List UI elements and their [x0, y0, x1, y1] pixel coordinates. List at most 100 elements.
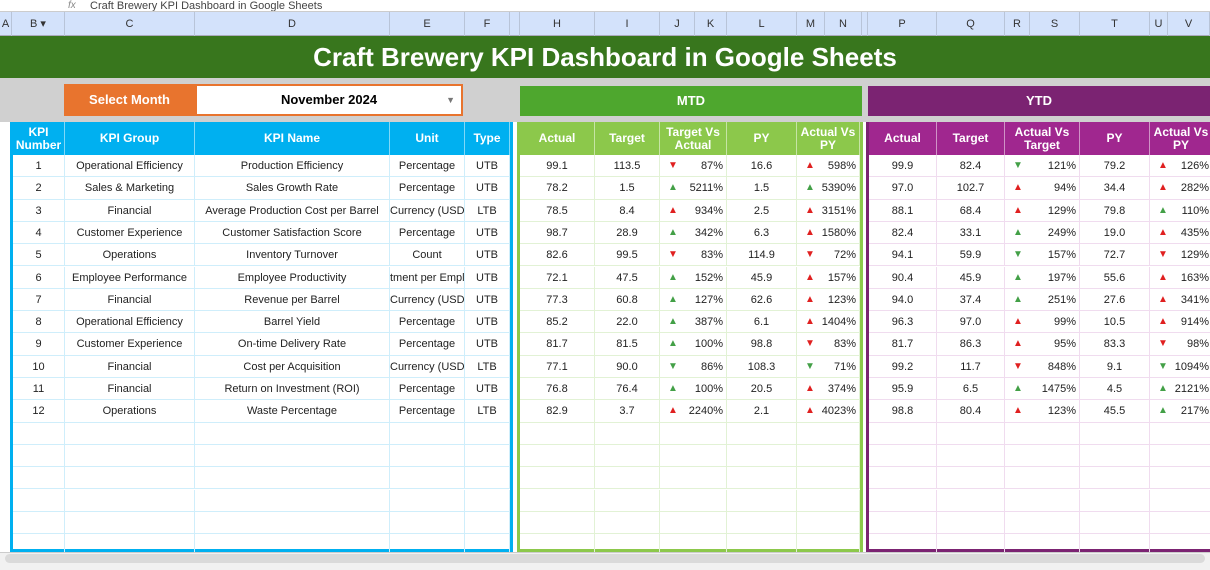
- table-cell[interactable]: UTB: [465, 244, 510, 267]
- table-cell[interactable]: ▼ 72%: [797, 244, 860, 267]
- table-cell[interactable]: ▲ 5211%: [660, 177, 727, 200]
- table-cell[interactable]: 37.4: [937, 288, 1005, 312]
- table-cell[interactable]: Currency (USD): [390, 199, 465, 222]
- empty-cell[interactable]: [390, 444, 465, 468]
- table-cell[interactable]: ▲ 2121%: [1150, 378, 1210, 401]
- empty-cell[interactable]: [869, 444, 937, 468]
- empty-cell[interactable]: [1005, 511, 1080, 535]
- empty-cell[interactable]: [1150, 423, 1210, 445]
- table-cell[interactable]: ▼ 129%: [1150, 244, 1210, 267]
- empty-cell[interactable]: [595, 489, 660, 512]
- table-cell[interactable]: Employee Performance: [65, 266, 195, 289]
- table-cell[interactable]: 94.0: [869, 288, 937, 312]
- table-cell[interactable]: Operations: [65, 400, 195, 423]
- table-cell[interactable]: Percentage: [390, 221, 465, 245]
- table-cell[interactable]: ▲ 152%: [660, 266, 727, 289]
- column-header[interactable]: C: [65, 12, 195, 36]
- empty-cell[interactable]: [195, 422, 390, 445]
- table-cell[interactable]: Waste Percentage: [195, 400, 390, 423]
- scrollbar-thumb[interactable]: [5, 554, 1205, 563]
- table-cell[interactable]: 2.1: [727, 400, 797, 423]
- table-cell[interactable]: 6.1: [727, 311, 797, 334]
- empty-cell[interactable]: [465, 422, 510, 445]
- empty-cell[interactable]: [1080, 444, 1150, 468]
- empty-cell[interactable]: [13, 511, 65, 535]
- table-cell[interactable]: 19.0: [1080, 221, 1150, 245]
- empty-cell[interactable]: [13, 422, 65, 445]
- table-cell[interactable]: 98.8: [869, 400, 937, 423]
- table-cell[interactable]: 83.3: [1080, 333, 1150, 356]
- empty-cell[interactable]: [727, 489, 797, 512]
- empty-cell[interactable]: [797, 511, 860, 535]
- table-cell[interactable]: 3.7: [595, 400, 660, 423]
- table-cell[interactable]: ▲ 934%: [660, 199, 727, 222]
- table-cell[interactable]: 20.5: [727, 378, 797, 401]
- table-cell[interactable]: ▲ 341%: [1150, 289, 1210, 312]
- column-header[interactable]: K: [695, 12, 727, 36]
- empty-cell[interactable]: [465, 511, 510, 535]
- table-cell[interactable]: ▲ 129%: [1005, 199, 1080, 222]
- table-cell[interactable]: Percentage: [390, 177, 465, 200]
- empty-cell[interactable]: [727, 444, 797, 468]
- table-cell[interactable]: 97.0: [869, 177, 937, 200]
- table-cell[interactable]: UTB: [465, 266, 510, 289]
- table-cell[interactable]: 10: [13, 355, 65, 378]
- empty-cell[interactable]: [660, 489, 727, 512]
- table-cell[interactable]: Customer Satisfaction Score: [195, 221, 390, 245]
- table-cell[interactable]: ▲ 5390%: [797, 177, 860, 200]
- empty-cell[interactable]: [13, 467, 65, 490]
- column-header[interactable]: U: [1150, 12, 1168, 36]
- empty-cell[interactable]: [937, 467, 1005, 490]
- table-cell[interactable]: ▲ 4023%: [797, 400, 860, 423]
- column-header[interactable]: L: [727, 12, 797, 36]
- table-cell[interactable]: 81.7: [520, 333, 595, 356]
- empty-cell[interactable]: [65, 489, 195, 512]
- table-cell[interactable]: 11: [13, 378, 65, 401]
- table-cell[interactable]: 82.4: [869, 221, 937, 245]
- table-cell[interactable]: ▼ 1094%: [1150, 356, 1210, 378]
- column-header[interactable]: M: [797, 12, 825, 36]
- table-cell[interactable]: 82.9: [520, 400, 595, 423]
- empty-cell[interactable]: [520, 467, 595, 490]
- table-cell[interactable]: ▲ 1580%: [797, 221, 860, 245]
- table-cell[interactable]: 77.3: [520, 288, 595, 312]
- table-cell[interactable]: ▲ 387%: [660, 311, 727, 334]
- empty-cell[interactable]: [195, 467, 390, 490]
- table-cell[interactable]: 86.3: [937, 333, 1005, 356]
- table-cell[interactable]: 4: [13, 221, 65, 245]
- table-cell[interactable]: ▲ 197%: [1005, 266, 1080, 289]
- table-cell[interactable]: 2: [13, 177, 65, 200]
- empty-cell[interactable]: [65, 511, 195, 535]
- column-header[interactable]: N: [825, 12, 862, 36]
- table-cell[interactable]: 76.4: [595, 378, 660, 401]
- table-cell[interactable]: Financial: [65, 199, 195, 222]
- empty-cell[interactable]: [13, 444, 65, 468]
- table-cell[interactable]: 22.0: [595, 311, 660, 334]
- table-cell[interactable]: LTB: [465, 355, 510, 378]
- empty-cell[interactable]: [390, 467, 465, 490]
- table-cell[interactable]: Revenue per Barrel: [195, 288, 390, 312]
- table-cell[interactable]: 90.0: [595, 355, 660, 378]
- table-cell[interactable]: UTB: [465, 311, 510, 334]
- empty-cell[interactable]: [1080, 489, 1150, 512]
- table-cell[interactable]: 78.5: [520, 199, 595, 222]
- table-cell[interactable]: ▼ 87%: [660, 155, 727, 178]
- table-cell[interactable]: 98.7: [520, 221, 595, 245]
- table-cell[interactable]: 82.4: [937, 155, 1005, 178]
- column-header[interactable]: P: [868, 12, 937, 36]
- table-cell[interactable]: ▲ 374%: [797, 378, 860, 401]
- table-cell[interactable]: 1.5: [595, 177, 660, 200]
- table-cell[interactable]: UTB: [465, 221, 510, 245]
- table-cell[interactable]: 94.1: [869, 244, 937, 267]
- table-cell[interactable]: LTB: [465, 400, 510, 423]
- column-header[interactable]: A: [0, 12, 12, 36]
- table-cell[interactable]: 8.4: [595, 199, 660, 222]
- column-header[interactable]: Q: [937, 12, 1005, 36]
- table-cell[interactable]: ▲ 157%: [797, 266, 860, 289]
- empty-cell[interactable]: [797, 422, 860, 445]
- column-header[interactable]: [510, 12, 520, 36]
- empty-cell[interactable]: [390, 489, 465, 512]
- table-cell[interactable]: Financial: [65, 378, 195, 401]
- table-cell[interactable]: Barrel Yield: [195, 311, 390, 334]
- empty-cell[interactable]: [660, 467, 727, 490]
